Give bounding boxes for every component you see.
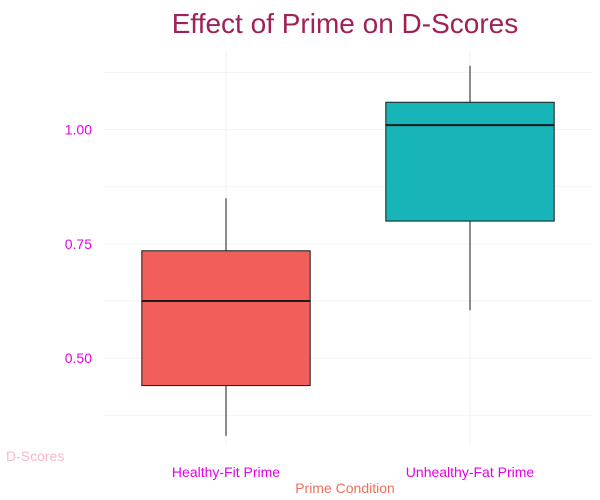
box-healthy-fit-prime: [141, 198, 311, 436]
y-tick-label: 1.00: [65, 122, 92, 138]
chart-title: Effect of Prime on D-Scores: [172, 8, 519, 39]
box-unhealthy-fat-prime: [385, 65, 555, 311]
box-iqr: [141, 250, 311, 387]
x-axis-ticks: Healthy-Fit Prime Unhealthy-Fat Prime: [172, 464, 534, 480]
x-tick-label: Healthy-Fit Prime: [172, 464, 280, 480]
y-axis-ticks: 0.50 0.75 1.00: [65, 122, 92, 366]
box-iqr: [385, 101, 555, 222]
x-tick-label: Unhealthy-Fat Prime: [406, 464, 535, 480]
box-plot-series: [141, 65, 555, 436]
y-tick-label: 0.75: [65, 236, 92, 252]
x-axis-label: Prime Condition: [295, 480, 395, 496]
y-tick-label: 0.50: [65, 350, 92, 366]
y-axis-label: D-Scores: [6, 448, 64, 464]
